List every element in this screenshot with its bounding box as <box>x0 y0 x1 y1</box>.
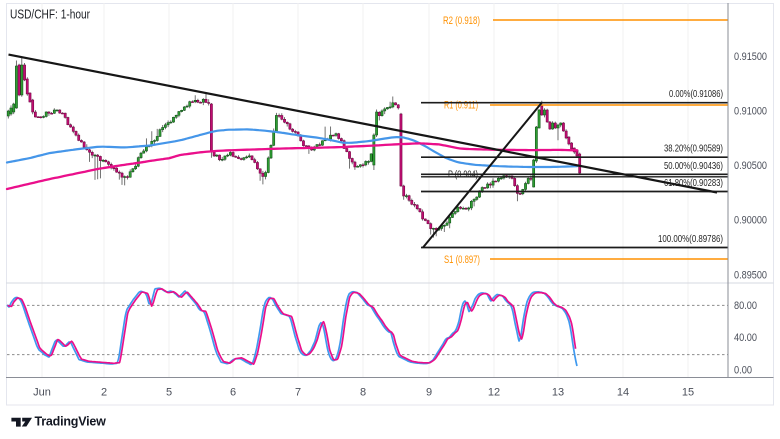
svg-text:100.00%(0.89786): 100.00%(0.89786) <box>658 233 723 245</box>
svg-text:0.90500: 0.90500 <box>734 160 767 172</box>
svg-text:0.91000: 0.91000 <box>734 106 767 118</box>
svg-text:0.90000: 0.90000 <box>734 215 767 227</box>
svg-text:5: 5 <box>166 387 172 399</box>
svg-text:Jun: Jun <box>33 387 51 399</box>
svg-text:TradingView: TradingView <box>35 415 107 429</box>
svg-text:R1 (0.911): R1 (0.911) <box>444 100 478 112</box>
svg-text:0.91500: 0.91500 <box>734 51 767 63</box>
svg-text:12: 12 <box>488 387 500 399</box>
svg-text:S1 (0.897): S1 (0.897) <box>444 254 480 266</box>
svg-text:6: 6 <box>230 387 236 399</box>
svg-text:13: 13 <box>552 387 564 399</box>
svg-text:9: 9 <box>426 387 432 399</box>
svg-text:14: 14 <box>617 387 629 399</box>
svg-text:40.00: 40.00 <box>734 332 757 344</box>
svg-text:0.00: 0.00 <box>734 364 752 376</box>
svg-text:8: 8 <box>360 387 366 399</box>
svg-text:0.00%(0.91086): 0.00%(0.91086) <box>669 88 723 100</box>
svg-text:R2 (0.918): R2 (0.918) <box>443 15 480 27</box>
svg-text:80.00: 80.00 <box>734 300 757 312</box>
svg-text:50.00%(0.90436): 50.00%(0.90436) <box>664 160 723 172</box>
svg-text:P (0.904): P (0.904) <box>448 169 478 181</box>
svg-text:0.89500: 0.89500 <box>734 269 767 281</box>
svg-text:7: 7 <box>295 387 301 399</box>
svg-text:38.20%(0.90589): 38.20%(0.90589) <box>664 143 723 155</box>
svg-text:USD/CHF: 1-hour: USD/CHF: 1-hour <box>10 7 91 22</box>
svg-text:15: 15 <box>682 387 694 399</box>
svg-text:2: 2 <box>101 387 107 399</box>
